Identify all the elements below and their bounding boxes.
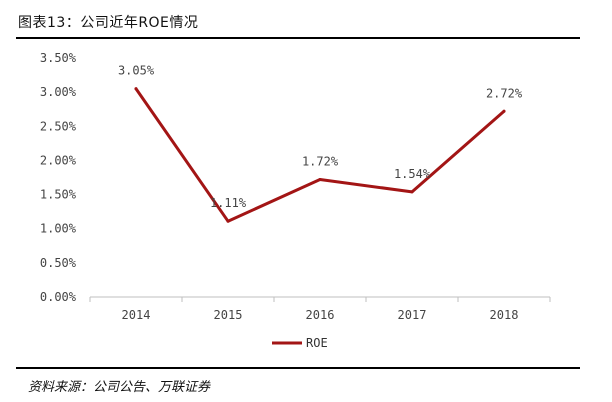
- legend-label: ROE: [306, 336, 328, 350]
- data-point: [318, 178, 322, 182]
- x-tick-label: 2016: [306, 308, 335, 322]
- y-tick-label: 1.50%: [40, 188, 77, 202]
- data-point: [134, 87, 138, 91]
- data-label: 3.05%: [118, 64, 155, 78]
- y-tick-label: 0.50%: [40, 256, 77, 270]
- y-tick-label: 3.50%: [40, 51, 77, 65]
- bottom-rule: [16, 367, 580, 369]
- data-label: 1.11%: [210, 196, 247, 210]
- data-label: 1.72%: [302, 155, 339, 169]
- y-tick-label: 2.50%: [40, 119, 77, 133]
- y-tick-label: 3.00%: [40, 85, 77, 99]
- figure-title: 图表13：公司近年ROE情况: [18, 15, 199, 31]
- data-label: 2.72%: [486, 86, 523, 100]
- x-tick-label: 2017: [398, 308, 427, 322]
- data-point: [226, 219, 230, 223]
- data-label: 1.54%: [394, 167, 431, 181]
- top-rule: [16, 37, 580, 39]
- x-tick-label: 2015: [214, 308, 243, 322]
- y-tick-label: 0.00%: [40, 290, 77, 304]
- y-tick-label: 1.00%: [40, 222, 77, 236]
- data-point: [502, 109, 506, 113]
- y-tick-label: 2.00%: [40, 153, 77, 167]
- data-point: [410, 190, 414, 194]
- source-note: 资料来源：公司公告、万联证券: [28, 380, 211, 395]
- x-tick-label: 2018: [490, 308, 519, 322]
- x-tick-label: 2014: [122, 308, 151, 322]
